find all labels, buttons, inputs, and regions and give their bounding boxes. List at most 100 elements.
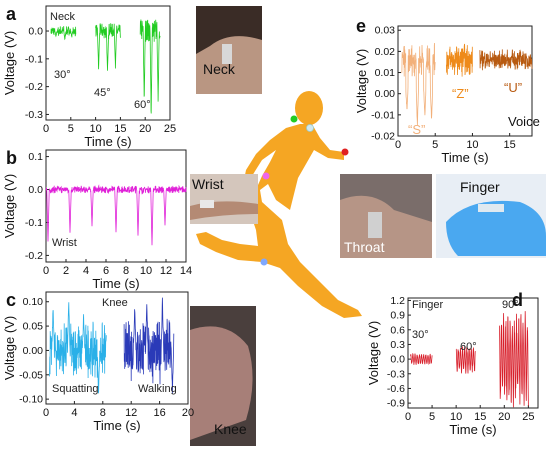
- x-tick-label: 0: [405, 411, 411, 423]
- x-axis-label: Time (s): [441, 150, 488, 165]
- y-axis-label: Voltage (V): [2, 316, 17, 380]
- knee-sensor-marker: [260, 258, 268, 266]
- x-tick-label: 10: [450, 411, 462, 423]
- y-tick-label: 0.6: [390, 324, 405, 336]
- panel-letter-d: d: [512, 290, 523, 310]
- x-tick-label: 0: [43, 265, 49, 277]
- series-trace-a-3: [139, 19, 161, 114]
- throat-photo-label: Throat: [344, 239, 385, 255]
- x-tick-label: 15: [474, 411, 486, 423]
- throat-photo: Throat: [340, 174, 432, 258]
- annotation-b: Wrist: [52, 237, 77, 249]
- knee-photo-label: Knee: [214, 421, 247, 437]
- y-tick-label: 0.03: [375, 25, 396, 37]
- plot-frame-d: [407, 297, 539, 409]
- neck-photo-label: Neck: [203, 61, 236, 77]
- annotation-c: Knee: [102, 297, 128, 309]
- series-trace-d-2: [455, 346, 476, 374]
- wrist-photo: Wrist: [190, 174, 258, 224]
- series-trace-c-2: [123, 297, 175, 394]
- wrist-photo-label: Wrist: [192, 176, 224, 192]
- annotation-c: Squatting: [52, 383, 98, 395]
- panel-letter-a: a: [6, 4, 17, 24]
- x-tick-label: 4: [71, 407, 77, 419]
- y-tick-label: -0.3: [387, 368, 405, 380]
- y-tick-label: 0.01: [375, 67, 396, 79]
- y-tick-label: -0.01: [371, 109, 395, 121]
- runner-silhouette: [196, 91, 362, 318]
- annotation-a: 30°: [54, 69, 71, 81]
- y-axis-label: Voltage (V): [2, 31, 17, 95]
- y-axis-label: Voltage (V): [354, 49, 369, 113]
- series-trace-e-3: [479, 49, 533, 71]
- x-tick-label: 12: [160, 265, 172, 277]
- plot-frame-a: [45, 5, 171, 121]
- finger-photo: Finger: [436, 174, 546, 258]
- x-tick-label: 10: [140, 265, 152, 277]
- annotation-e: “Z”: [452, 86, 469, 101]
- annotation-e: “U”: [504, 80, 522, 95]
- x-tick-label: 20: [498, 411, 510, 423]
- wrist-sensor-marker: [262, 172, 270, 180]
- plot-frame-c: [45, 291, 189, 405]
- plot-frame-b: [45, 149, 187, 263]
- y-tick-label: 0.05: [23, 321, 44, 333]
- y-tick-label: 0.3: [390, 339, 405, 351]
- y-axis-label: Voltage (V): [2, 174, 17, 238]
- x-tick-label: 8: [100, 407, 106, 419]
- x-tick-label: 6: [103, 265, 109, 277]
- y-tick-label: 1.2: [390, 295, 405, 307]
- annotation-d: 30°: [412, 329, 429, 341]
- series-trace-a-1: [50, 26, 77, 41]
- series-trace-e-1: [401, 42, 436, 126]
- y-tick-label: -0.6: [387, 383, 405, 395]
- annotation-a: 60°: [134, 99, 151, 111]
- finger-photo-label: Finger: [460, 179, 500, 195]
- x-axis-label: Time (s): [93, 418, 140, 433]
- y-tick-label: -0.1: [25, 53, 43, 65]
- series-trace-d-1: [410, 352, 433, 366]
- x-tick-label: 0: [43, 123, 49, 135]
- annotation-e: Voice: [508, 114, 540, 129]
- x-tick-label: 20: [182, 407, 194, 419]
- x-tick-label: 15: [114, 123, 126, 135]
- series-trace-b-1: [45, 184, 187, 246]
- annotation-d: 60°: [460, 341, 477, 353]
- y-tick-label: -0.2: [25, 81, 43, 93]
- series-trace-c-1: [49, 302, 107, 394]
- annotation-a: Neck: [50, 11, 76, 23]
- y-tick-label: 0.9: [390, 310, 405, 322]
- x-axis-label: Time (s): [92, 276, 139, 291]
- plot-frame-e: [397, 25, 533, 137]
- y-tick-label: 0.00: [23, 345, 44, 357]
- x-tick-label: 15: [504, 139, 516, 151]
- x-tick-label: 0: [395, 139, 401, 151]
- y-tick-label: 0.0: [390, 354, 405, 366]
- y-tick-label: -0.02: [371, 131, 395, 143]
- y-tick-label: 0.0: [28, 184, 43, 196]
- x-tick-label: 5: [432, 139, 438, 151]
- throat-sensor-marker: [306, 124, 314, 132]
- x-tick-label: 0: [43, 407, 49, 419]
- chart-d-finger: d 0 5 10 15 20 25 1.2 0.9 0.6 0.3 0.0 -0.3 -0.6 -0.9 Ti…: [366, 290, 539, 437]
- chart-e-voice: e 0 5 10 15 0.03 0.02 0.01 0.00 -0.01 -0.02 Time (s…: [354, 16, 540, 165]
- x-tick-label: 5: [429, 411, 435, 423]
- x-tick-label: 20: [139, 123, 151, 135]
- y-tick-label: 0.1: [28, 151, 43, 163]
- y-tick-label: -0.1: [25, 217, 43, 229]
- x-tick-label: 8: [123, 265, 129, 277]
- series-trace-e-2: [446, 43, 473, 77]
- y-tick-label: 0.10: [23, 296, 44, 308]
- neck-photo: Neck: [196, 6, 262, 94]
- y-tick-label: -0.9: [387, 398, 405, 410]
- chart-b-wrist: b 0 2 4 6 8 10 12 14 0.1 0.0 -0.1 -0.2 Time (s) Voltag…: [2, 148, 192, 291]
- x-tick-label: 2: [63, 265, 69, 277]
- neck-sensor-marker: [290, 115, 298, 123]
- y-tick-label: -0.3: [25, 109, 43, 121]
- y-tick-label: 0.02: [375, 46, 396, 58]
- annotation-e: “S”: [408, 122, 425, 137]
- knee-photo: Knee: [190, 306, 256, 446]
- annotation-d: Finger: [412, 299, 444, 311]
- x-tick-label: 25: [164, 123, 176, 135]
